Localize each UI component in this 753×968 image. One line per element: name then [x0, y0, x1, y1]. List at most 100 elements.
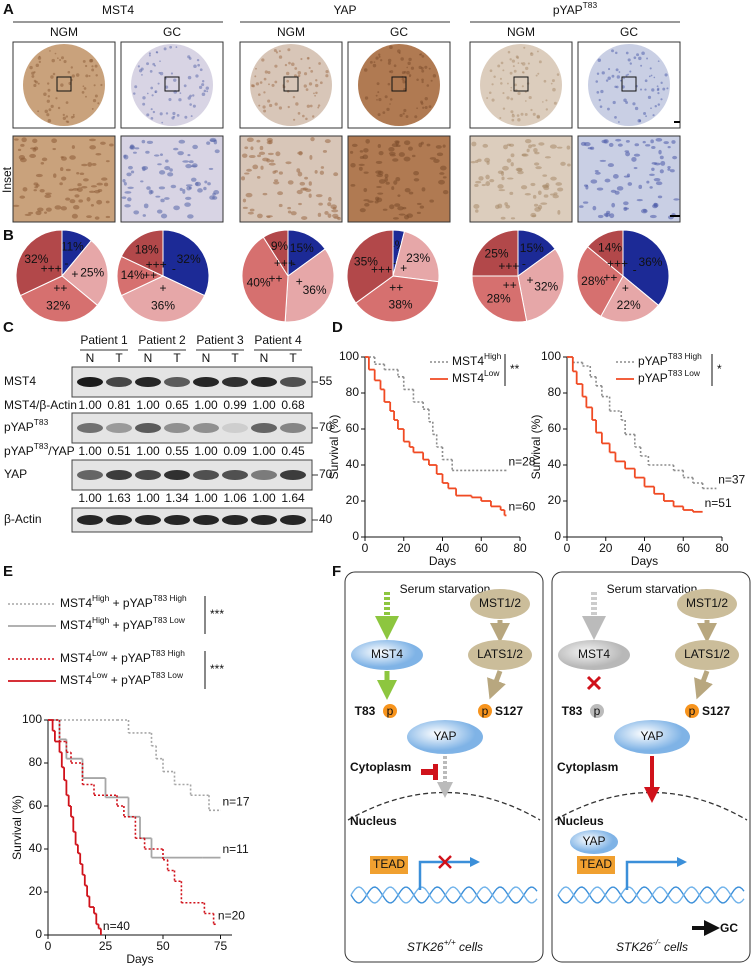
texture: [244, 146, 249, 150]
texture: [438, 179, 445, 185]
texture: [286, 71, 290, 76]
texture: [304, 176, 309, 180]
blot-label-part: T83: [34, 417, 49, 427]
texture: [633, 153, 641, 157]
texture: [626, 173, 631, 177]
texture: [123, 182, 127, 186]
texture: [194, 181, 202, 187]
ratio-value: 1.00: [194, 491, 218, 505]
texture: [312, 115, 315, 118]
legend-entry-part: High: [92, 593, 110, 603]
patient-label: Patient 1: [80, 333, 128, 347]
texture: [385, 181, 390, 185]
texture: [90, 203, 94, 207]
slice-symbol: ++: [53, 281, 67, 295]
x-tick-label: 20: [397, 541, 411, 555]
compartment-label: Nucleus: [350, 814, 397, 828]
texture: [328, 196, 332, 202]
slice-value-label: 36%: [638, 255, 662, 269]
ratio-value: 1.00: [194, 444, 218, 458]
texture: [128, 165, 133, 170]
texture: [203, 89, 207, 93]
group-title-part: T83: [583, 0, 598, 10]
node-label: TEAD: [373, 857, 405, 871]
cells-label-part: cells: [456, 940, 483, 954]
slice-symbol: ++: [603, 271, 617, 285]
slice-value-label: 9%: [271, 239, 289, 253]
texture: [277, 191, 284, 196]
texture: [124, 191, 132, 194]
texture: [378, 179, 386, 184]
texture: [367, 200, 374, 203]
texture: [615, 51, 618, 55]
texture: [536, 114, 540, 119]
panel-label: E: [3, 563, 13, 580]
legend-entry: MST4High + pYAPT83 Low: [60, 615, 186, 632]
texture: [184, 115, 188, 119]
texture: [47, 88, 51, 92]
group-title: YAP: [333, 3, 356, 17]
ratio-value: 1.06: [223, 491, 247, 505]
texture: [257, 213, 263, 219]
texture: [493, 75, 496, 78]
texture: [322, 149, 328, 153]
texture: [406, 66, 409, 69]
texture: [156, 209, 163, 214]
n-label: n=11: [223, 842, 249, 856]
legend-entry-part: MST4: [60, 651, 92, 665]
slice-symbol: -: [633, 263, 637, 277]
texture: [267, 99, 271, 103]
texture: [308, 82, 313, 86]
node-label: TEAD: [580, 857, 612, 871]
texture: [295, 102, 299, 106]
legend-entry-part: Low: [92, 648, 108, 658]
node-label: YAP: [433, 729, 456, 743]
texture: [47, 95, 51, 98]
texture: [375, 56, 379, 60]
texture: [153, 154, 160, 157]
texture: [146, 62, 150, 66]
texture: [520, 185, 528, 190]
texture: [178, 139, 186, 144]
texture: [537, 72, 540, 75]
inset-box: [391, 76, 407, 92]
texture: [20, 143, 25, 147]
texture: [44, 211, 48, 214]
texture: [552, 87, 556, 92]
texture: [189, 103, 192, 106]
band: [106, 470, 132, 480]
texture: [204, 180, 208, 184]
texture: [627, 73, 629, 76]
texture: [406, 70, 410, 75]
texture: [318, 62, 321, 65]
texture: [50, 104, 54, 108]
texture: [365, 138, 370, 144]
texture: [392, 217, 399, 220]
texture: [309, 104, 313, 108]
significance: **: [510, 362, 520, 376]
texture: [124, 204, 131, 208]
texture: [54, 205, 62, 210]
texture: [634, 106, 639, 111]
texture: [88, 74, 91, 77]
legend-entry: pYAPT83 High: [638, 351, 702, 368]
y-tick-label: 0: [35, 927, 42, 941]
texture: [184, 202, 191, 207]
texture: [201, 80, 205, 83]
texture: [33, 189, 37, 192]
texture: [533, 147, 538, 153]
texture: [511, 118, 515, 122]
texture: [664, 73, 668, 77]
texture: [70, 66, 73, 69]
texture: [155, 195, 161, 198]
texture: [105, 200, 110, 204]
lane-label: T: [231, 351, 239, 365]
ratio-value: 0.55: [165, 444, 189, 458]
texture: [33, 83, 37, 88]
texture: [474, 183, 479, 188]
texture: [513, 69, 517, 73]
band: [193, 470, 219, 480]
pie-slice: [120, 229, 164, 277]
texture: [473, 204, 480, 209]
